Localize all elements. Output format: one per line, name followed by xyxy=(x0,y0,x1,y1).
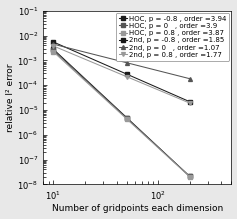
X-axis label: Number of gridpoints each dimension: Number of gridpoints each dimension xyxy=(52,205,223,214)
2nd, p = 0   , order =1.07 xyxy=(188,77,191,80)
2nd, p = 0.8 , order =1.77 xyxy=(188,102,191,104)
2nd, p = 0   , order =1.07 xyxy=(125,61,128,64)
2nd, p = 0.8 , order =1.77 xyxy=(52,45,55,47)
Line: 2nd, p = -0.8 , order =1.85: 2nd, p = -0.8 , order =1.85 xyxy=(51,40,192,104)
HOC, p = 0.8 , order =3.87 xyxy=(125,118,128,120)
HOC, p = -0.8 , order =3.94 xyxy=(125,116,128,119)
HOC, p = 0.8 , order =3.87 xyxy=(52,51,55,53)
2nd, p = -0.8 , order =1.85 xyxy=(188,100,191,103)
HOC, p = 0.8 , order =3.87 xyxy=(188,175,191,178)
Line: HOC, p = -0.8 , order =3.94: HOC, p = -0.8 , order =3.94 xyxy=(51,47,192,178)
HOC, p = -0.8 , order =3.94 xyxy=(188,175,191,178)
HOC, p = 0   , order =3.9 xyxy=(52,49,55,52)
Line: HOC, p = 0   , order =3.9: HOC, p = 0 , order =3.9 xyxy=(51,49,192,178)
HOC, p = -0.8 , order =3.94 xyxy=(52,48,55,51)
2nd, p = -0.8 , order =1.85 xyxy=(125,73,128,75)
Line: HOC, p = 0.8 , order =3.87: HOC, p = 0.8 , order =3.87 xyxy=(51,50,192,179)
HOC, p = 0   , order =3.9 xyxy=(125,117,128,119)
Line: 2nd, p = 0.8 , order =1.77: 2nd, p = 0.8 , order =1.77 xyxy=(51,44,192,105)
HOC, p = 0   , order =3.9 xyxy=(188,175,191,178)
2nd, p = 0.8 , order =1.77 xyxy=(125,75,128,78)
Legend: HOC, p = -0.8 , order =3.94, HOC, p = 0   , order =3.9, HOC, p = 0.8 , order =3.: HOC, p = -0.8 , order =3.94, HOC, p = 0 … xyxy=(116,13,229,61)
2nd, p = 0   , order =1.07 xyxy=(52,43,55,46)
Y-axis label: relative l² error: relative l² error xyxy=(5,63,14,132)
Line: 2nd, p = 0   , order =1.07: 2nd, p = 0 , order =1.07 xyxy=(51,42,192,81)
2nd, p = -0.8 , order =1.85 xyxy=(52,41,55,43)
